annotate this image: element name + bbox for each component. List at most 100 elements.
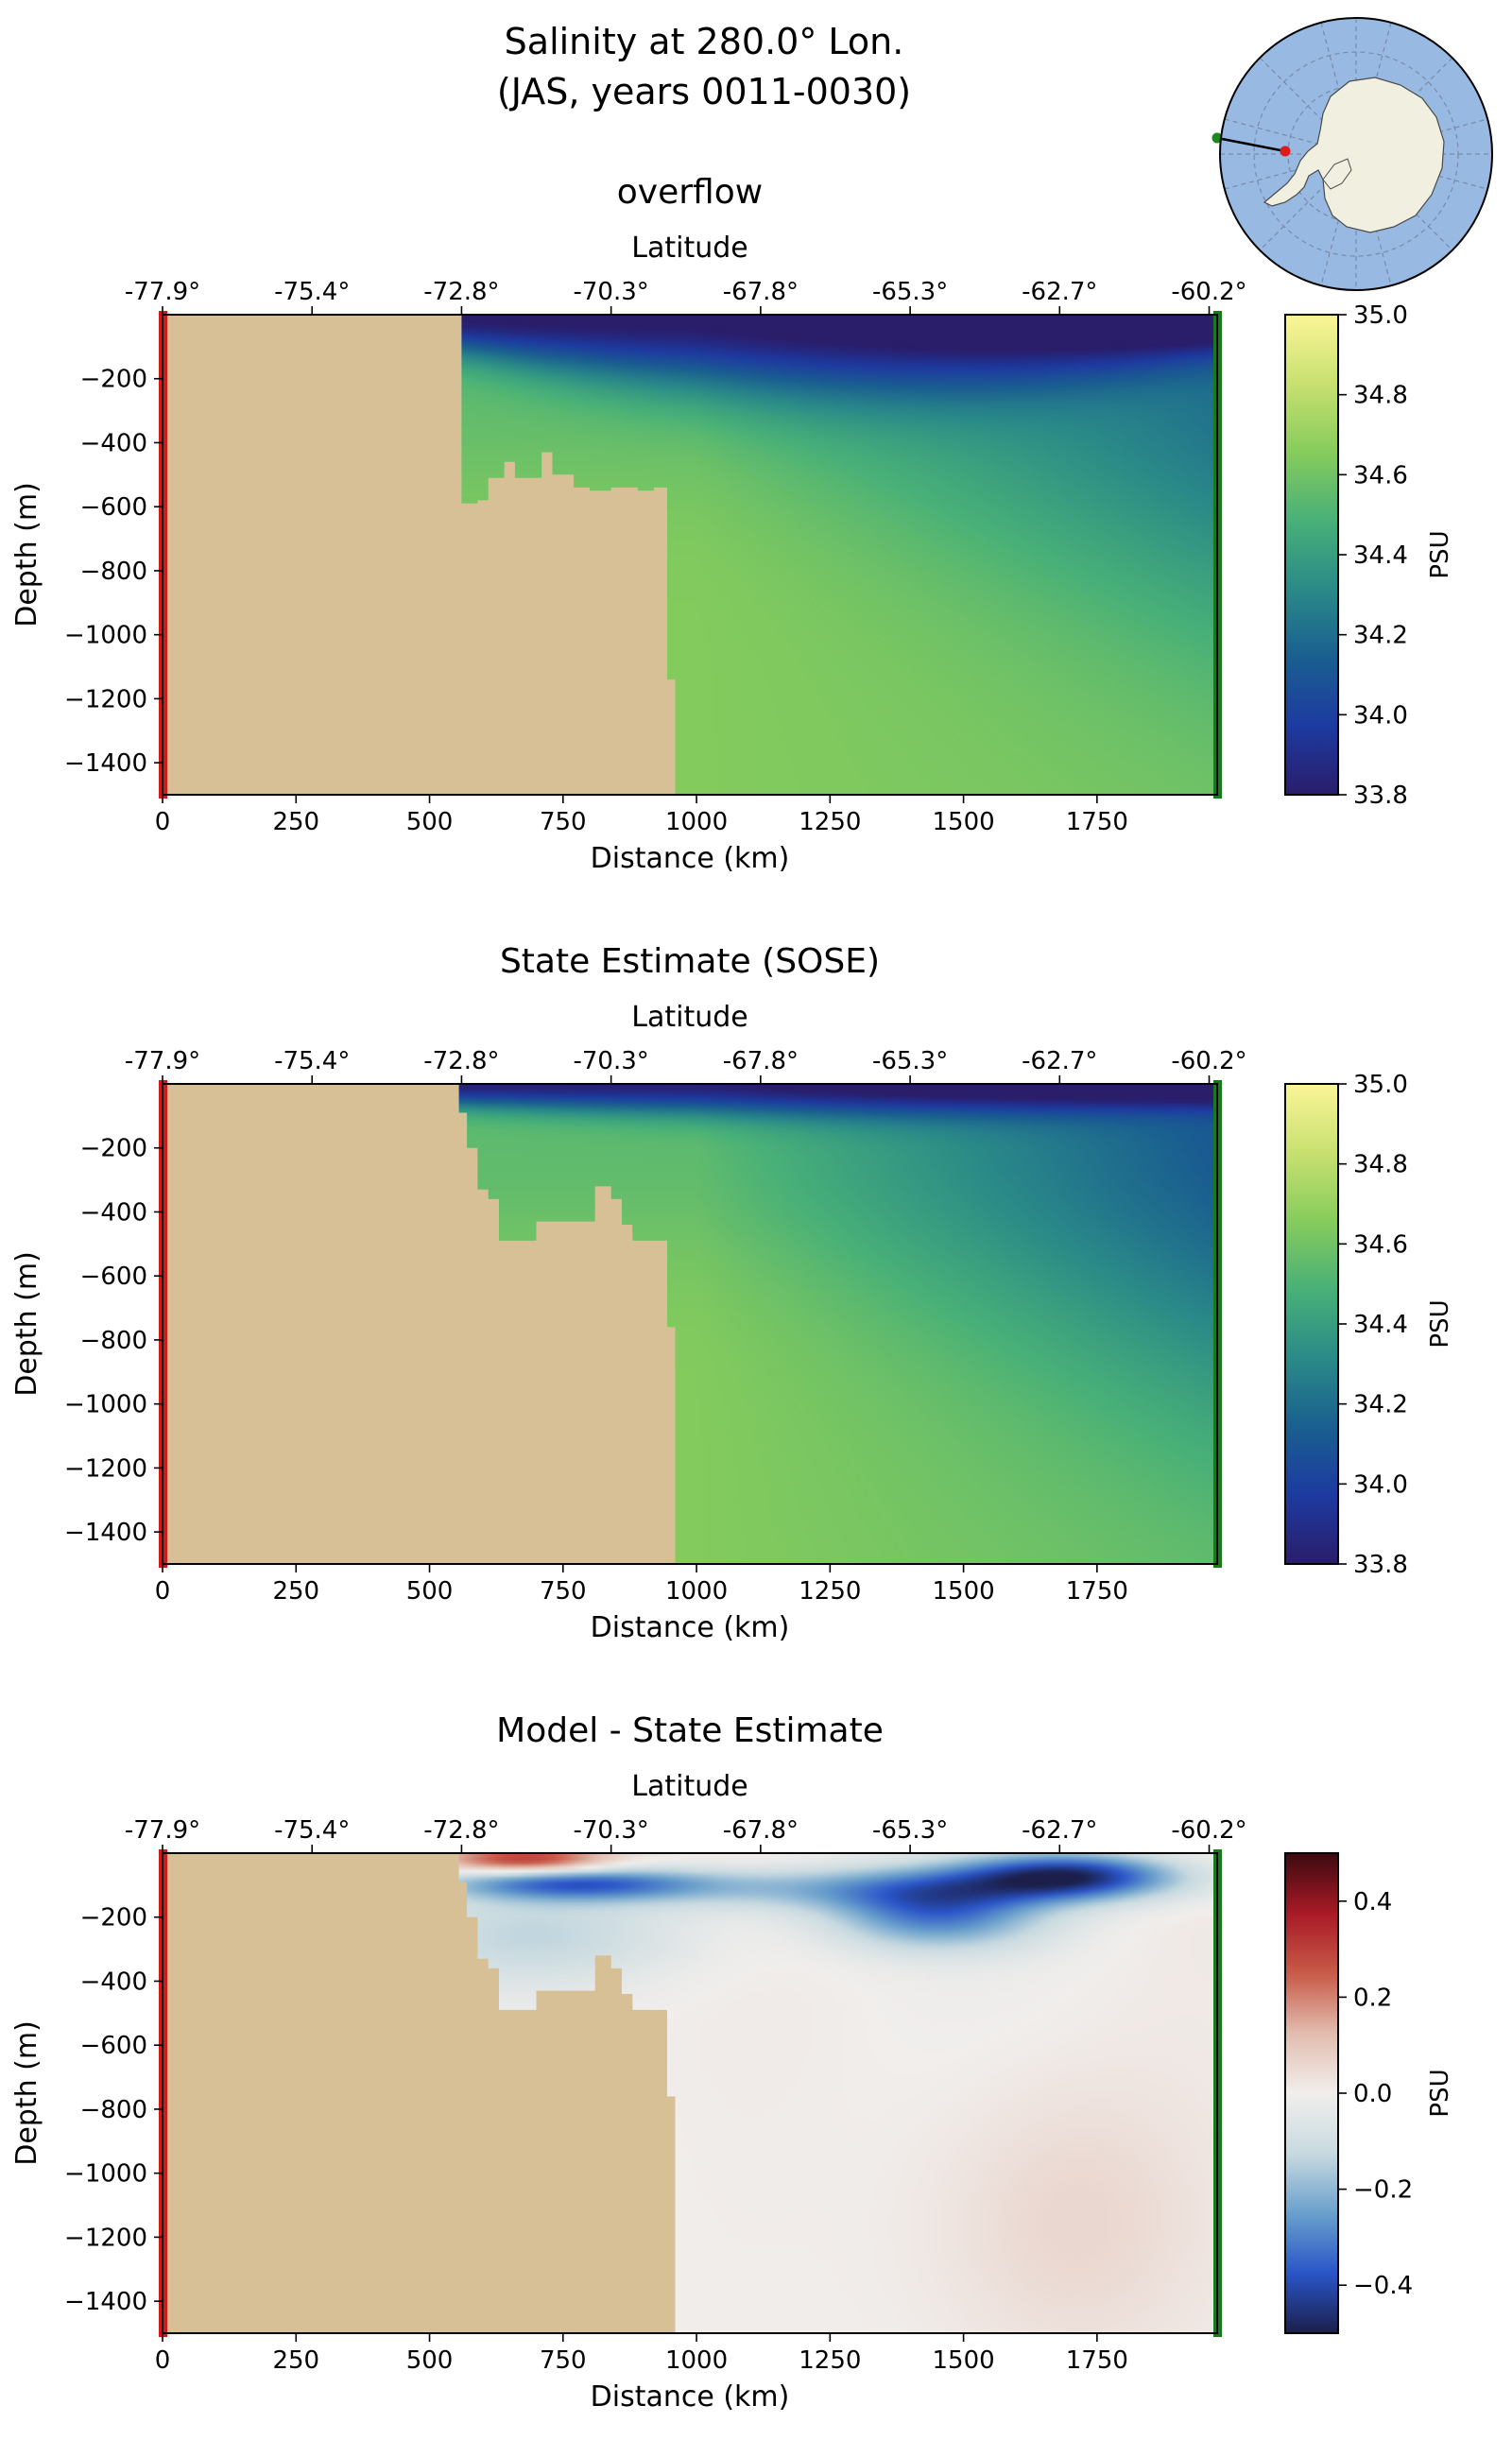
- x-tick-label: 750: [540, 1577, 587, 1606]
- panel-1: overflow Latitude -77.9° -75.4° -72.8° -70.3°…: [10, 173, 1454, 875]
- x-axis-label: Distance (km): [591, 2380, 790, 2414]
- colorbar: [1284, 1852, 1339, 2334]
- colorbar-tick-label: 33.8: [1353, 1551, 1408, 1579]
- x-tick-label: 1500: [933, 808, 995, 836]
- top-tick-label: -60.2°: [1171, 1047, 1246, 1075]
- y-tick-label: −200: [80, 1135, 147, 1163]
- colorbar-tick-label: 35.0: [1353, 301, 1408, 330]
- x-tick-label: 0: [155, 1577, 171, 1606]
- y-axis-label: Depth (m): [10, 482, 43, 627]
- colorbar-tick-label: 34.8: [1353, 1151, 1408, 1179]
- x-tick-label: 250: [272, 1577, 319, 1606]
- top-tick-label: -70.3°: [574, 278, 649, 306]
- top-axis-label: Latitude: [631, 1770, 747, 1803]
- x-tick-label: 1750: [1066, 2346, 1128, 2375]
- y-axis-label: Depth (m): [10, 1251, 43, 1397]
- panel-title: overflow: [617, 173, 763, 212]
- y-tick-label: −800: [80, 2096, 147, 2124]
- top-tick-label: -67.8°: [723, 278, 799, 306]
- top-tick-label: -75.4°: [274, 1816, 350, 1845]
- top-tick-label: -77.9°: [125, 1816, 200, 1845]
- y-tick-label: −600: [80, 2032, 147, 2060]
- colorbar-label: PSU: [1426, 1299, 1454, 1348]
- top-tick-label: -65.3°: [872, 278, 948, 306]
- panels: overflow Latitude -77.9° -75.4° -72.8° -70.3°…: [10, 173, 1454, 2414]
- panel-2: State Estimate (SOSE) Latitude -77.9° -75.4…: [10, 942, 1454, 1644]
- map-antarctica: [1263, 77, 1445, 233]
- x-axis-label: Distance (km): [591, 1611, 790, 1644]
- map-ice-shelf: [1322, 158, 1352, 190]
- y-tick-label: −400: [80, 1198, 147, 1227]
- top-tick-label: -70.3°: [574, 1816, 649, 1845]
- colorbar: [1284, 1083, 1339, 1565]
- colorbar-tick-label: −0.2: [1353, 2176, 1413, 2205]
- y-tick-label: −1200: [64, 685, 147, 713]
- x-tick-label: 1250: [799, 1577, 861, 1606]
- top-tick-label: -62.7°: [1022, 278, 1097, 306]
- top-tick-label: -65.3°: [872, 1816, 948, 1845]
- plot-frame: [162, 1083, 1218, 1565]
- x-tick-label: 1000: [665, 1577, 728, 1606]
- x-tick-label: 500: [406, 2346, 454, 2375]
- colorbar-tick-label: 34.2: [1353, 622, 1408, 650]
- colorbar-tick-label: 0.2: [1353, 1984, 1392, 2012]
- colorbar-tick-label: 35.0: [1353, 1071, 1408, 1099]
- colorbar-label: PSU: [1426, 2069, 1454, 2117]
- x-tick-label: 1500: [933, 2346, 995, 2375]
- top-tick-label: -62.7°: [1022, 1816, 1097, 1845]
- x-tick-label: 1750: [1066, 1577, 1128, 1606]
- x-axis-label: Distance (km): [591, 842, 790, 875]
- colorbar-tick-label: 34.6: [1353, 1230, 1408, 1259]
- plot-frame: [162, 314, 1218, 796]
- colorbar-tick-label: 0.4: [1353, 1888, 1392, 1916]
- colorbar-tick-label: −0.4: [1353, 2272, 1413, 2300]
- top-tick-label: -67.8°: [723, 1047, 799, 1075]
- figure-title-line1: Salinity at 280.0° Lon.: [505, 21, 904, 62]
- top-tick-label: -72.8°: [423, 278, 499, 306]
- top-tick-label: -70.3°: [574, 1047, 649, 1075]
- x-tick-label: 1000: [665, 808, 728, 836]
- y-tick-label: −1000: [64, 1391, 147, 1419]
- colorbar: [1284, 314, 1339, 796]
- y-tick-label: −1400: [64, 2288, 147, 2316]
- x-tick-label: 1500: [933, 1577, 995, 1606]
- y-tick-label: −800: [80, 1327, 147, 1355]
- y-tick-label: −1400: [64, 1519, 147, 1547]
- x-tick-label: 750: [540, 2346, 587, 2375]
- x-tick-label: 1000: [665, 2346, 728, 2375]
- panel-title: State Estimate (SOSE): [500, 942, 880, 981]
- top-tick-label: -65.3°: [872, 1047, 948, 1075]
- x-tick-label: 250: [272, 2346, 319, 2375]
- colorbar-tick-label: 34.8: [1353, 382, 1408, 410]
- y-tick-label: −200: [80, 1904, 147, 1933]
- x-tick-label: 1750: [1066, 808, 1128, 836]
- colorbar-tick-label: 34.6: [1353, 461, 1408, 490]
- top-tick-label: -77.9°: [125, 1047, 200, 1075]
- x-tick-label: 250: [272, 808, 319, 836]
- y-axis-label: Depth (m): [10, 2020, 43, 2166]
- y-tick-label: −600: [80, 493, 147, 522]
- top-tick-label: -72.8°: [423, 1047, 499, 1075]
- x-tick-label: 1250: [799, 2346, 861, 2375]
- top-tick-label: -62.7°: [1022, 1047, 1097, 1075]
- y-tick-label: −400: [80, 1967, 147, 1996]
- map-start-point: [1280, 146, 1291, 157]
- top-axis-label: Latitude: [631, 1001, 747, 1034]
- top-tick-label: -67.8°: [723, 1816, 799, 1845]
- top-axis-label: Latitude: [631, 232, 747, 265]
- panel-title: Model - State Estimate: [496, 1711, 884, 1750]
- x-tick-label: 750: [540, 808, 587, 836]
- y-tick-label: −1200: [64, 2224, 147, 2252]
- y-tick-label: −1000: [64, 2160, 147, 2189]
- inset-map: [1211, 17, 1493, 291]
- top-tick-label: -60.2°: [1171, 1816, 1246, 1845]
- land-mask: [163, 1853, 676, 2333]
- x-tick-label: 500: [406, 808, 454, 836]
- x-tick-label: 1250: [799, 808, 861, 836]
- top-tick-label: -77.9°: [125, 278, 200, 306]
- x-tick-label: 500: [406, 1577, 454, 1606]
- top-tick-label: -60.2°: [1171, 278, 1246, 306]
- y-tick-label: −1400: [64, 749, 147, 778]
